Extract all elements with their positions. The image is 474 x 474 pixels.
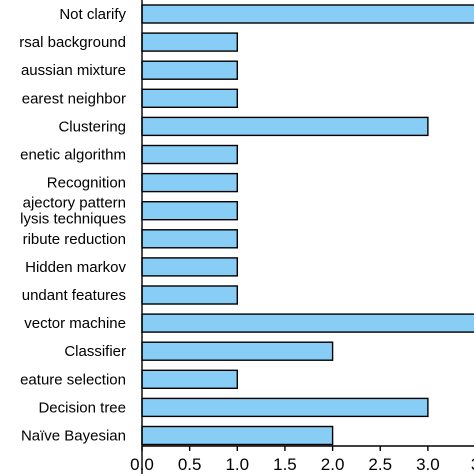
- x-tick-label: 2.5: [368, 455, 392, 474]
- x-tick-label: 2.0: [321, 455, 345, 474]
- category-label: Recognition: [47, 175, 126, 192]
- bar: [141, 313, 474, 333]
- category-label: eature selection: [20, 371, 126, 388]
- category-label: enetic algorithm: [20, 147, 126, 164]
- category-label: Naïve Bayesian: [21, 428, 126, 445]
- bars-group: [141, 4, 474, 446]
- bar: [141, 200, 239, 221]
- bar: [141, 88, 239, 109]
- bar: [141, 4, 474, 24]
- bar: [141, 32, 239, 52]
- category-label: undant features: [22, 287, 126, 304]
- bar: [141, 60, 239, 80]
- category-label: vector machine: [24, 315, 126, 332]
- x-tick-label: 0.0: [130, 455, 154, 474]
- category-label: rsal background: [19, 34, 126, 51]
- x-tick-label: 1.5: [273, 455, 297, 474]
- category-label: earest neighbor: [22, 90, 126, 107]
- bar: [141, 116, 429, 137]
- category-label: ribute reduction: [23, 231, 126, 248]
- x-tick-label: 3: [471, 455, 474, 474]
- bar: [141, 341, 334, 361]
- bar: [141, 144, 239, 165]
- category-label: ajectory pattern lysis techniques: [20, 195, 126, 228]
- bar: [141, 397, 429, 418]
- category-label: Not clarify: [59, 6, 126, 23]
- category-label: Hidden markov: [25, 259, 126, 276]
- bar: [141, 369, 239, 389]
- bar: [141, 257, 239, 277]
- bar: [141, 172, 239, 193]
- x-tick-label: 1.0: [225, 455, 249, 474]
- bar: [141, 425, 334, 446]
- category-label: Classifier: [64, 343, 126, 360]
- x-tick-label: 3.0: [416, 455, 440, 474]
- bar: [141, 229, 239, 249]
- bar: [141, 285, 239, 305]
- x-axis-ticks: 0.0 0.5 1.0 1.5 2.0 2.5 3.0 3: [130, 446, 474, 474]
- category-labels: Not clarify rsal background aussian mixtur…: [19, 6, 126, 445]
- category-label: aussian mixture: [21, 62, 126, 79]
- x-tick-label: 0.5: [178, 455, 202, 474]
- category-label: Clustering: [58, 118, 126, 135]
- category-label: Decision tree: [38, 399, 126, 416]
